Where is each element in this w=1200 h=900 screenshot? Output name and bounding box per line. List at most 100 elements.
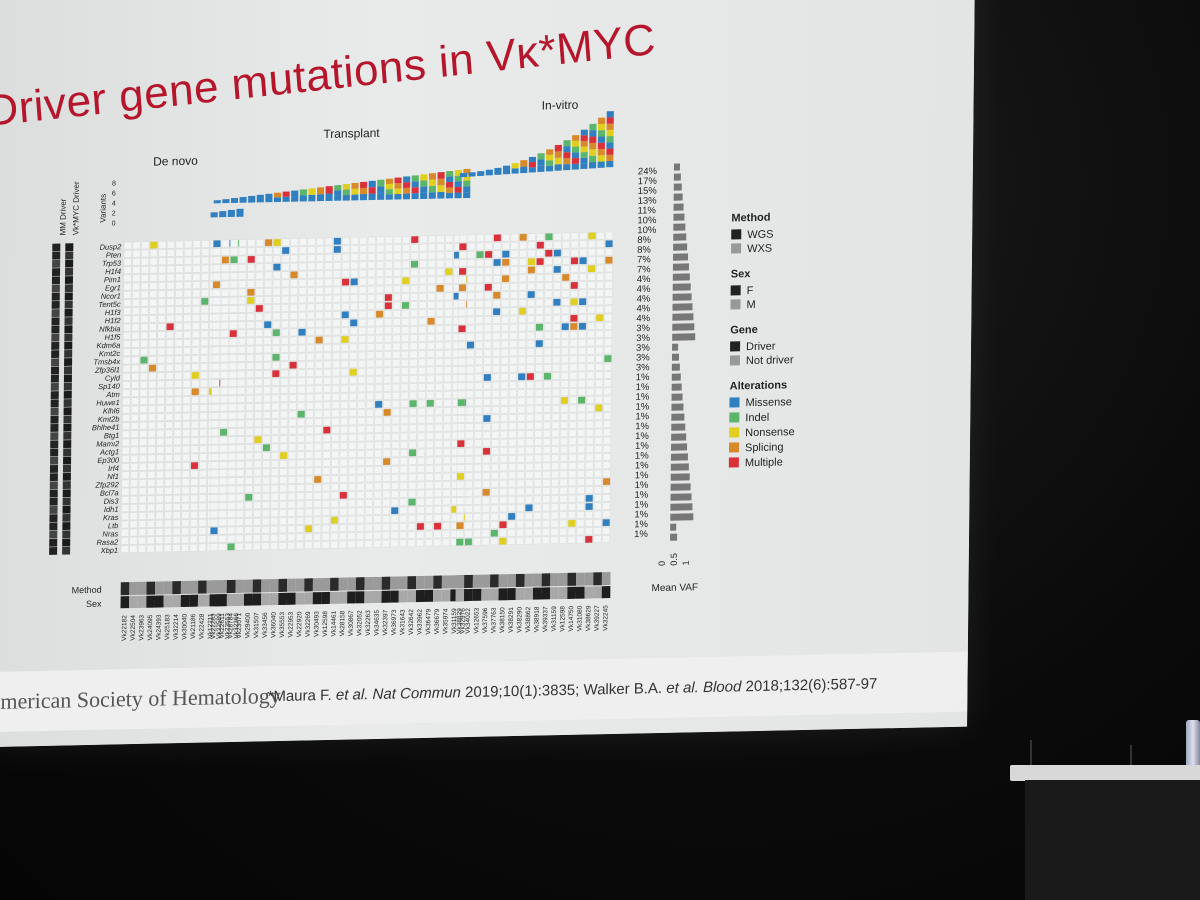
mutation-cell <box>560 388 569 397</box>
mutation-cell <box>297 385 306 394</box>
mutation-cell <box>456 456 465 464</box>
mutation-cell <box>281 304 290 312</box>
mutation-cell <box>374 392 383 400</box>
mutation-cell <box>473 496 482 505</box>
mutation-cell <box>593 527 602 535</box>
mutation-cell <box>602 535 610 543</box>
mutation-cell <box>322 418 331 426</box>
mutation-cell <box>164 462 173 470</box>
mutation-cell <box>155 487 164 495</box>
variant-bar <box>463 192 471 199</box>
sample-label: Vk38918 <box>534 606 541 632</box>
mutation-cell <box>596 264 605 273</box>
mutation-cell <box>436 268 445 276</box>
mutation-cell <box>244 493 253 502</box>
variant-bar <box>597 155 605 162</box>
variant-bar <box>342 183 350 190</box>
mutation-cell <box>508 430 517 439</box>
mutation-cell <box>253 435 262 444</box>
mutation-cell <box>228 420 237 428</box>
mutation-cell <box>408 424 417 433</box>
mutation-cell <box>247 280 255 288</box>
mutation-cell <box>426 391 435 399</box>
mutation-cell <box>183 273 192 281</box>
mutation-cell <box>174 396 182 405</box>
mutation-cell <box>465 456 474 464</box>
mutation-cell <box>175 273 184 282</box>
mutation-cell <box>533 520 542 528</box>
mutation-cell <box>173 454 182 462</box>
mutation-cell <box>323 352 332 361</box>
method-cell <box>584 572 594 586</box>
mutation-cell <box>373 531 382 540</box>
mutation-cell <box>593 502 602 511</box>
mutation-cell <box>172 544 181 552</box>
mutation-cell <box>182 437 191 445</box>
mutation-cell <box>149 265 158 274</box>
mutation-cell <box>263 386 271 395</box>
mutation-cell <box>229 297 238 305</box>
variant-bar <box>571 152 580 159</box>
mutation-cell <box>348 425 357 434</box>
mutation-cell <box>121 455 130 463</box>
mutation-cell <box>509 373 518 381</box>
mutation-cell <box>324 303 333 311</box>
mutation-cell <box>509 340 518 348</box>
mutation-cell <box>408 481 417 490</box>
mutation-cell <box>594 445 603 453</box>
mutation-cell <box>518 323 527 332</box>
mutation-cell <box>436 276 445 284</box>
mutation-cell <box>264 271 273 280</box>
mutation-cell <box>500 397 509 406</box>
mutation-cell <box>410 260 419 269</box>
mutation-cell <box>164 478 173 487</box>
mutation-cell <box>594 412 603 420</box>
mutation-cell <box>418 366 426 375</box>
mutation-cell <box>484 258 493 267</box>
mutation-cell <box>376 277 384 286</box>
mutation-cell <box>560 355 569 364</box>
mutation-cell <box>401 326 410 334</box>
mutation-cell <box>339 516 348 524</box>
method-cell <box>180 580 190 595</box>
mutation-cell <box>456 497 465 505</box>
mutation-cell <box>298 311 307 320</box>
gene-percentage: 7% <box>637 254 651 265</box>
variant-bar <box>428 192 436 199</box>
mutation-cell <box>553 257 562 266</box>
mutation-cell <box>543 413 552 422</box>
mutation-cell <box>213 239 221 248</box>
method-cell <box>507 574 516 588</box>
mutation-cell <box>507 488 516 496</box>
mutation-cell <box>289 328 298 337</box>
mutation-cell <box>457 366 466 374</box>
gene-label: Nfkbia <box>99 324 120 333</box>
mutation-cell <box>484 308 492 316</box>
mutation-cell <box>569 371 578 380</box>
mutation-cell <box>341 294 350 303</box>
mutation-cell <box>559 470 568 479</box>
mutation-cell <box>290 246 299 255</box>
mutation-cell <box>262 452 271 460</box>
mutation-cell <box>433 497 442 506</box>
mutation-cell <box>199 461 208 470</box>
method-cell <box>338 577 348 591</box>
mutation-cell <box>348 401 357 409</box>
mutation-cell <box>307 295 315 303</box>
mutation-cell <box>321 524 330 533</box>
mutation-cell <box>155 503 164 512</box>
vaf-bar <box>672 273 690 281</box>
mutation-cell <box>270 501 279 509</box>
gene-label: Kdm6a <box>96 341 120 350</box>
mutation-cell <box>271 451 279 460</box>
mutation-cell <box>330 491 339 500</box>
sample-label: Vk24393 <box>156 614 163 640</box>
mutation-cell <box>491 381 500 390</box>
mutation-cell <box>181 519 190 528</box>
mutation-cell <box>199 453 208 462</box>
mutation-cell <box>457 407 466 415</box>
mutation-cell <box>410 301 419 310</box>
mutation-cell <box>435 391 443 399</box>
mutation-cell <box>443 358 452 366</box>
mutation-cell <box>192 240 201 248</box>
